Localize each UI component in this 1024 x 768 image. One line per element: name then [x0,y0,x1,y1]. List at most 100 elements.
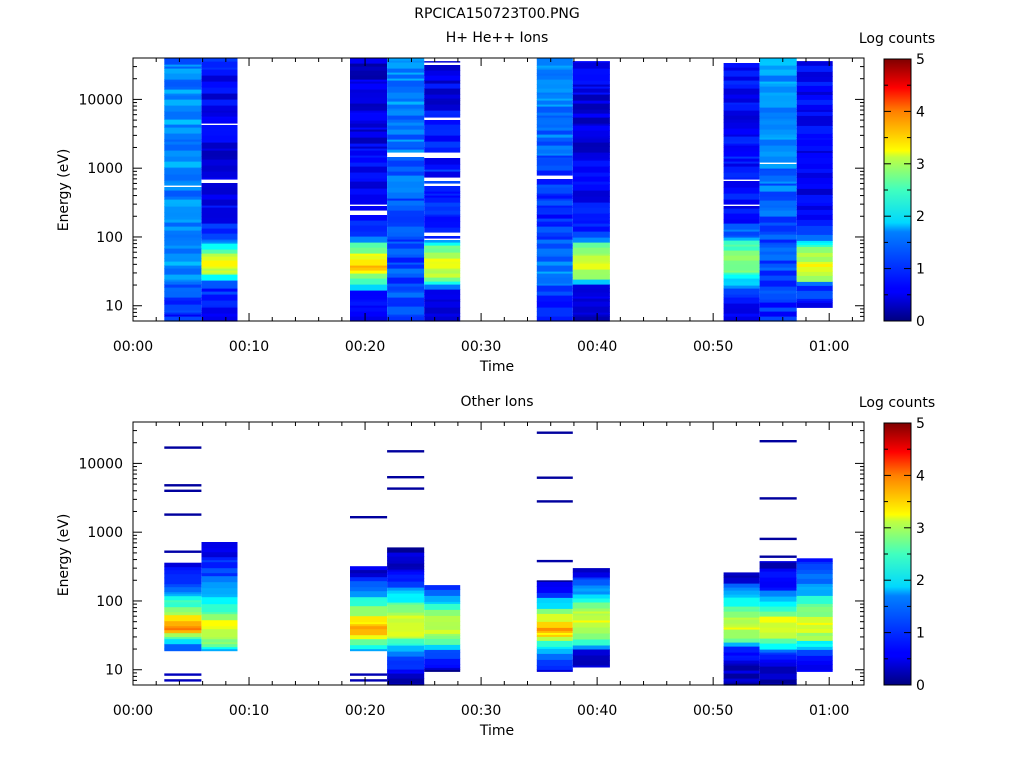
spectrogram-cell [164,291,202,298]
spectrogram-cell [164,86,202,90]
spectrogram-cell [536,165,573,171]
y-tick-label: 100 [96,594,123,610]
spectrogram-cell [759,643,797,650]
spectrogram-cell [387,638,425,644]
spectrogram-cell [796,263,833,267]
spectrogram-cell [201,110,238,113]
spectrogram-cell [350,596,388,602]
spectrogram-cell [536,630,573,633]
spectrogram-cell [164,606,202,610]
spectrogram-cell [536,311,573,317]
spectrogram-cell [796,611,833,617]
spectrogram-cell [796,209,833,215]
spectrogram-cell [424,609,461,616]
spectrogram-cell [350,253,388,256]
spectrogram-cell [796,246,833,253]
spectrogram-cell [164,312,202,315]
spectrogram-cell [350,106,388,111]
spectrogram-cell [796,219,833,226]
spectrogram-cell [536,134,573,138]
spectrogram-cell [796,71,833,77]
spectrogram-cell [201,228,238,234]
y-tick-label: 10000 [78,92,123,108]
spectrogram-data [164,58,833,322]
spectrogram-cell [387,129,425,135]
spectrogram-cell [759,183,797,186]
spectrogram-cell [536,634,573,637]
spectrogram-cell [201,619,238,627]
spectrogram-cell [796,256,833,262]
spectrogram-cell [759,216,797,223]
spectrogram-cell [759,267,797,271]
spectrogram-cell [350,636,388,640]
spectrogram-cell [350,281,388,285]
spectrogram-cell [350,129,388,132]
spectrogram-cell [164,190,202,197]
spectrogram-cell [350,220,388,226]
spectrogram-cell [201,291,238,295]
spectrogram-cell [796,125,833,129]
spectrogram-cell [201,187,238,192]
spectrogram-cell [723,260,760,265]
spectrogram-cell [201,316,238,322]
spectrogram-cell [424,263,461,269]
spectrogram-cell [572,253,610,256]
spectrogram-cell [164,64,202,67]
spectrogram-cell [350,112,388,115]
spectrogram-cell [723,229,760,232]
spectrogram-cell [387,210,425,217]
spectrogram-cell [424,214,461,217]
spectrogram-cell [723,274,760,279]
spectrogram-cell [387,277,425,284]
spectrogram-cell [723,213,760,220]
spectrogram-cell [723,665,760,671]
spectrogram-cell [350,131,388,138]
spectrogram-cell [424,603,461,610]
spectrogram-cell [723,156,760,159]
spectrogram-cell [723,583,760,588]
spectrogram-cell [387,656,425,661]
spectrogram-cell [536,621,573,628]
spectrogram-cell [723,597,760,603]
spectrogram-cell [350,278,388,282]
spectrogram-cell [164,133,202,140]
spectrogram-cell [536,602,573,609]
spectrogram-cell [424,307,461,314]
spectrogram-cell [164,611,202,616]
spectrogram-cell [796,606,833,612]
spectrogram-cell [424,273,461,278]
spectrogram-cell [424,625,461,630]
spectrogram-cell [424,191,461,194]
spectrogram-cell [201,212,238,218]
spectrogram-cell [424,669,461,672]
spectrogram-cell [796,85,833,92]
spectrogram-cell [350,206,388,211]
spectrogram-cell [164,550,202,553]
spectrogram-cell [387,98,425,102]
spectrogram-cell [572,152,610,155]
spectrogram-cell [387,625,425,632]
spectrogram-cell [723,102,760,105]
spectrogram-cell [759,83,797,87]
spectrogram-cell [387,115,425,120]
spectrogram-cell [723,638,760,643]
spectrogram-cell [350,194,388,200]
x-tick-label: 00:10 [229,339,269,355]
spectrogram-cell [759,156,797,163]
spectrogram-cell [536,115,573,118]
spectrogram-cell [759,170,797,176]
spectrogram-cell [796,558,833,562]
spectrogram-cell [350,199,388,205]
spectrogram-cell [536,243,573,246]
panel-hplus-heplus-ions: H+ He++ Ions 00:00 00:10 00:20 00:30 00:40 00… [56,30,935,375]
spectrogram-cell [796,583,833,587]
spectrogram-cell [201,150,238,157]
spectrogram-cell [164,187,202,191]
spectrogram-cell [164,284,202,288]
spectrogram-cell [424,221,461,228]
spectrogram-cell [201,156,238,160]
spectrogram-cell [572,576,610,580]
spectrogram-cell [723,288,760,295]
spectrogram-cell [424,658,461,665]
spectrogram-cell [723,308,760,314]
